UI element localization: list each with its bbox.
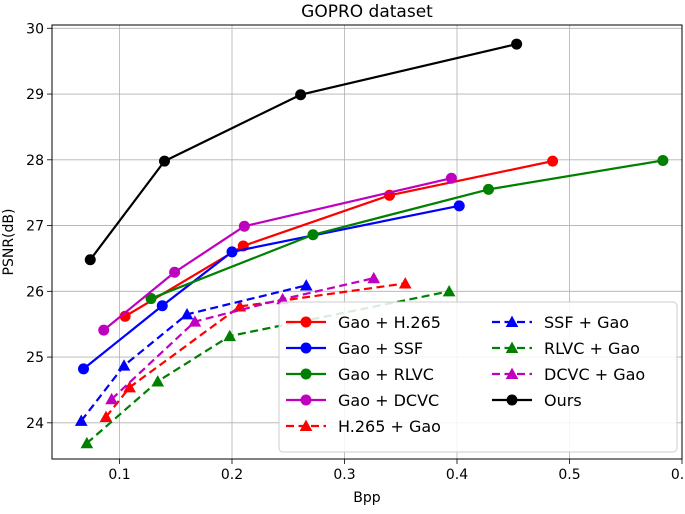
x-tick-label: 0.1 — [108, 467, 130, 483]
data-point — [367, 271, 381, 284]
y-tick-label: 29 — [26, 87, 44, 103]
data-point — [105, 392, 118, 405]
series-gao-ssf — [78, 200, 465, 375]
data-point — [511, 38, 523, 50]
x-tick-label: 0.2 — [221, 467, 243, 483]
series-ours — [84, 38, 523, 266]
legend-marker — [300, 368, 312, 380]
x-tick-label: 0.4 — [446, 467, 468, 483]
y-tick-label: 25 — [26, 350, 44, 366]
data-point — [156, 300, 168, 312]
series-gao-rlvc — [145, 154, 669, 305]
legend-marker — [300, 316, 312, 328]
legend-entry: Ours — [492, 391, 582, 410]
legend-marker — [505, 341, 519, 354]
x-axis-label: Bpp — [353, 490, 380, 506]
data-point — [398, 277, 412, 289]
legend-box — [278, 301, 678, 453]
legend-marker — [506, 394, 518, 406]
legend-entry: Gao + SSF — [286, 339, 423, 358]
legend-label: Gao + DCVC — [338, 391, 439, 410]
y-tick-label: 28 — [26, 153, 44, 169]
legend-label: RLVC + Gao — [544, 339, 640, 358]
series-line — [150, 159, 664, 300]
data-point — [80, 436, 94, 449]
legend-entry: DCVC + Gao — [492, 365, 645, 384]
x-tick-label: 0.5 — [558, 467, 580, 483]
data-point — [169, 266, 181, 278]
legend-marker — [300, 394, 312, 406]
series-line — [82, 204, 460, 370]
data-point — [98, 324, 110, 336]
data-point — [442, 284, 456, 297]
series-line — [110, 277, 374, 400]
series-line — [103, 177, 452, 331]
data-point — [188, 315, 202, 327]
series-gao-h-265 — [119, 155, 559, 322]
series-ssf-gao — [74, 279, 313, 426]
series-line — [89, 42, 517, 261]
series-line — [105, 282, 406, 418]
data-point — [226, 246, 238, 258]
data-point — [299, 279, 313, 291]
legend-marker — [299, 419, 313, 432]
data-point — [123, 380, 136, 393]
data-point — [78, 363, 89, 375]
y-axis-label: PSNR(dB) — [1, 209, 17, 276]
data-point — [99, 410, 113, 422]
series-layer — [74, 38, 669, 449]
legend-marker — [505, 367, 519, 380]
data-point — [238, 220, 250, 232]
data-point — [159, 155, 170, 167]
data-point — [547, 155, 559, 167]
data-point — [295, 89, 307, 101]
data-point — [145, 293, 157, 305]
y-tick-label: 24 — [26, 416, 44, 432]
y-tick-label: 26 — [26, 284, 44, 300]
legend-marker — [300, 342, 312, 354]
legend-label: DCVC + Gao — [544, 365, 645, 384]
legend-label: Gao + RLVC — [338, 365, 434, 384]
x-tick-label: 0.3 — [333, 467, 355, 483]
legend-label: SSF + Gao — [544, 313, 629, 332]
series-gao-dcvc — [98, 172, 457, 336]
data-point — [657, 154, 669, 166]
y-tick-label: 27 — [26, 219, 44, 235]
ticks: 0.1 0.2 0.3 0.4 0.5 0.6 24 25 26 27 28 29 30 — [26, 21, 685, 483]
data-point — [276, 292, 289, 305]
x-tick-label: 0.6 — [671, 467, 685, 483]
legend-entry: Gao + DCVC — [286, 391, 439, 410]
data-point — [74, 414, 88, 426]
data-point — [483, 183, 494, 195]
legend-entry: H.265 + Gao — [286, 417, 441, 436]
legend-label: H.265 + Gao — [338, 417, 441, 436]
series-line — [124, 160, 553, 318]
data-point — [84, 254, 96, 266]
legend-entry: Gao + RLVC — [286, 365, 434, 384]
legend-entry: RLVC + Gao — [492, 339, 640, 358]
chart-title: GOPRO dataset — [301, 2, 433, 22]
legend-entry: SSF + Gao — [492, 313, 629, 332]
legend-label: Gao + H.265 — [338, 313, 441, 332]
legend-label: Gao + SSF — [338, 339, 423, 358]
legend-label: Ours — [544, 391, 582, 410]
data-point — [117, 359, 131, 371]
series-dcvc-gao — [105, 271, 381, 405]
data-point — [223, 329, 237, 342]
data-point — [445, 172, 457, 184]
data-point — [307, 229, 319, 241]
data-point — [453, 200, 465, 212]
data-point — [151, 375, 165, 387]
series-h-265-gao — [99, 277, 412, 422]
data-point — [180, 308, 194, 320]
plot-frame — [51, 24, 683, 460]
legend: Gao + H.265 Gao + SSF Gao + RLVC Gao + DCVC… — [278, 301, 678, 453]
y-tick-label: 30 — [26, 21, 44, 37]
legend-entry: Gao + H.265 — [286, 313, 441, 332]
legend-marker — [505, 315, 519, 328]
